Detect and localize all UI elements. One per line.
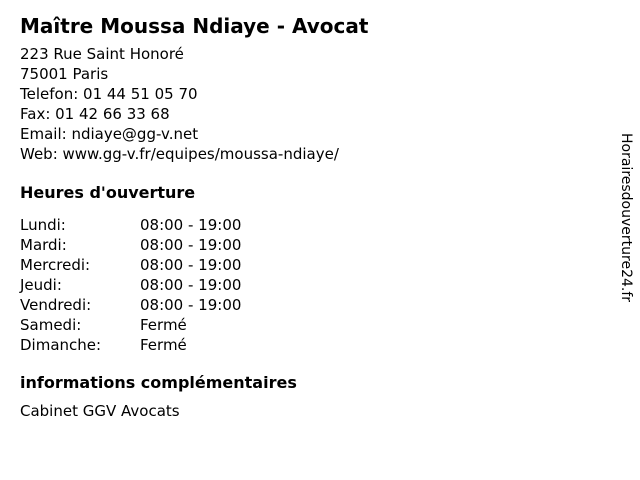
- hours-value: Fermé: [140, 336, 187, 354]
- table-row: Mercredi: 08:00 - 19:00: [20, 255, 600, 275]
- main-content: Maître Moussa Ndiaye - Avocat 223 Rue Sa…: [20, 0, 600, 421]
- table-row: Lundi: 08:00 - 19:00: [20, 215, 600, 235]
- hours-value: 08:00 - 19:00: [140, 216, 242, 234]
- hours-value: 08:00 - 19:00: [140, 296, 242, 314]
- table-row: Vendredi: 08:00 - 19:00: [20, 295, 600, 315]
- day-label: Jeudi:: [20, 276, 62, 294]
- hours-value: 08:00 - 19:00: [140, 276, 242, 294]
- additional-info-text: Cabinet GGV Avocats: [20, 402, 180, 420]
- hours-value: 08:00 - 19:00: [140, 236, 242, 254]
- additional-info-heading: informations complémentaires: [20, 373, 297, 392]
- phone-line: Telefon: 01 44 51 05 70: [20, 85, 198, 103]
- day-label: Lundi:: [20, 216, 66, 234]
- hours-value: 08:00 - 19:00: [140, 256, 242, 274]
- day-label: Vendredi:: [20, 296, 92, 314]
- table-row: Dimanche: Fermé: [20, 335, 600, 355]
- day-label: Mardi:: [20, 236, 67, 254]
- address-street-line: 223 Rue Saint Honoré: [20, 45, 184, 63]
- page-title: Maître Moussa Ndiaye - Avocat: [20, 14, 369, 38]
- opening-hours-heading: Heures d'ouverture: [20, 183, 196, 202]
- table-row: Jeudi: 08:00 - 19:00: [20, 275, 600, 295]
- web-line: Web: www.gg-v.fr/equipes/moussa-ndiaye/: [20, 145, 339, 163]
- email-line: Email: ndiaye@gg-v.net: [20, 125, 199, 143]
- contact-block: 223 Rue Saint Honoré 75001 Paris Telefon…: [20, 44, 600, 164]
- fax-line: Fax: 01 42 66 33 68: [20, 105, 170, 123]
- table-row: Mardi: 08:00 - 19:00: [20, 235, 600, 255]
- day-label: Dimanche:: [20, 336, 102, 354]
- opening-hours-table: Lundi: 08:00 - 19:00 Mardi: 08:00 - 19:0…: [20, 215, 600, 355]
- day-label: Mercredi:: [20, 256, 91, 274]
- hours-value: Fermé: [140, 316, 187, 334]
- table-row: Samedi: Fermé: [20, 315, 600, 335]
- site-watermark: Horairesdouverture24.fr: [618, 133, 634, 303]
- address-city-line: 75001 Paris: [20, 65, 109, 83]
- day-label: Samedi:: [20, 316, 82, 334]
